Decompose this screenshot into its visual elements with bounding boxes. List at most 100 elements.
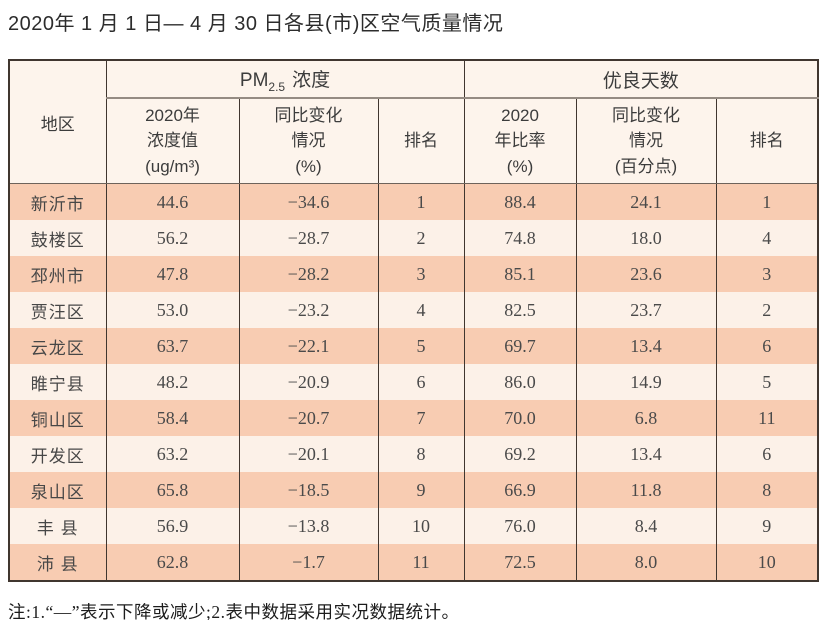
pm-value-cell: 58.4 (105, 400, 240, 436)
rate-change-header-line3: (百分点) (614, 156, 678, 176)
table-row: 鼓楼区 56.2 −28.7 2 74.8 18.0 4 (8, 220, 819, 256)
pm-change-cell: −20.7 (238, 400, 379, 436)
rate-change-cell: 14.9 (575, 364, 717, 400)
pm-change-cell: −18.5 (238, 472, 379, 508)
table-row: 丰 县 56.9 −13.8 10 76.0 8.4 9 (8, 508, 819, 544)
table-row: 铜山区 58.4 −20.7 7 70.0 6.8 11 (8, 400, 819, 436)
pm-value-header-line2: 浓度值 (147, 131, 198, 151)
pm-change-cell: −28.2 (238, 256, 379, 292)
pm-value-cell: 65.8 (105, 472, 240, 508)
rate-change-cell: 11.8 (575, 472, 717, 508)
rate-rank-cell: 9 (715, 508, 819, 544)
pm25-suffix-label: 浓度 (292, 69, 331, 91)
rate-rank-column-header: 排名 (715, 98, 819, 184)
pm-change-header-line2: 情况 (291, 131, 326, 151)
rate-cell: 69.7 (463, 328, 577, 364)
pm-value-header-line1: 2020年 (145, 105, 200, 125)
rate-cell: 70.0 (463, 400, 577, 436)
pm-change-header-line1: 同比变化 (274, 105, 343, 125)
region-column-header: 地区 (8, 60, 107, 184)
table-row: 贾汪区 53.0 −23.2 4 82.5 23.7 2 (8, 292, 819, 328)
pm-change-column-header: 同比变化 情况 (%) (238, 98, 379, 184)
table-row: 沛 县 62.8 −1.7 11 72.5 8.0 10 (8, 544, 819, 581)
table-row: 云龙区 63.7 −22.1 5 69.7 13.4 6 (8, 328, 819, 364)
pm25-section-header: PM2.5 浓度 (105, 60, 465, 99)
rate-cell: 86.0 (463, 364, 577, 400)
table-row: 开发区 63.2 −20.1 8 69.2 13.4 6 (8, 436, 819, 472)
region-cell: 泉山区 (8, 472, 107, 508)
rate-change-cell: 8.0 (575, 544, 717, 581)
pm-change-cell: −20.1 (238, 436, 379, 472)
region-cell: 新沂市 (8, 183, 107, 220)
rate-rank-cell: 1 (715, 183, 819, 220)
pm25-subscript: 2.5 (268, 79, 286, 94)
table-row: 睢宁县 48.2 −20.9 6 86.0 14.9 5 (8, 364, 819, 400)
pm-value-cell: 47.8 (105, 256, 240, 292)
rate-rank-cell: 8 (715, 472, 819, 508)
rate-column-header: 2020 年比率 (%) (463, 98, 577, 184)
rate-cell: 66.9 (463, 472, 577, 508)
pm-value-cell: 53.0 (105, 292, 240, 328)
rate-cell: 69.2 (463, 436, 577, 472)
pm-rank-column-header: 排名 (377, 98, 465, 184)
footnote: 注:1.“—”表示下降或减少;2.表中数据采用实况数据统计。 (8, 602, 460, 620)
rate-rank-cell: 4 (715, 220, 819, 256)
rate-change-cell: 13.4 (575, 328, 717, 364)
pm-change-cell: −22.1 (238, 328, 379, 364)
table-row: 新沂市 44.6 −34.6 1 88.4 24.1 1 (8, 183, 819, 220)
rate-change-cell: 24.1 (575, 183, 717, 220)
pm-change-cell: −20.9 (238, 364, 379, 400)
rate-cell: 82.5 (463, 292, 577, 328)
pm-rank-cell: 7 (377, 400, 465, 436)
rate-cell: 72.5 (463, 544, 577, 581)
table-body: 新沂市 44.6 −34.6 1 88.4 24.1 1 鼓楼区 56.2 −2… (8, 183, 819, 581)
pm-value-cell: 63.2 (105, 436, 240, 472)
rate-change-header-line2: 情况 (629, 131, 664, 151)
pm-rank-cell: 8 (377, 436, 465, 472)
rate-change-cell: 13.4 (575, 436, 717, 472)
pm-rank-cell: 2 (377, 220, 465, 256)
pm-value-cell: 62.8 (105, 544, 240, 581)
pm-value-cell: 63.7 (105, 328, 240, 364)
pm-change-cell: −28.7 (238, 220, 379, 256)
region-cell: 鼓楼区 (8, 220, 107, 256)
rate-header-line2: 年比率 (494, 131, 546, 151)
pm-value-cell: 48.2 (105, 364, 240, 400)
rate-rank-cell: 2 (715, 292, 819, 328)
pm-rank-cell: 10 (377, 508, 465, 544)
pm-value-header-line3: (ug/m³) (145, 156, 200, 176)
rate-rank-cell: 10 (715, 544, 819, 581)
pm-value-cell: 44.6 (105, 183, 240, 220)
pm-value-cell: 56.9 (105, 508, 240, 544)
pm-value-column-header: 2020年 浓度值 (ug/m³) (105, 98, 240, 184)
rate-cell: 76.0 (463, 508, 577, 544)
rate-cell: 88.4 (463, 183, 577, 220)
region-cell: 沛 县 (8, 544, 107, 581)
rate-change-cell: 8.4 (575, 508, 717, 544)
table-header: 地区 PM2.5 浓度 优良天数 2020年 浓度值 (ug/m³) 同比变化 情… (8, 60, 819, 184)
rate-change-column-header: 同比变化 情况 (百分点) (575, 98, 717, 184)
pm-change-cell: −13.8 (238, 508, 379, 544)
region-cell: 邳州市 (8, 256, 107, 292)
rate-rank-cell: 6 (715, 436, 819, 472)
table-row: 泉山区 65.8 −18.5 9 66.9 11.8 8 (8, 472, 819, 508)
rate-cell: 85.1 (463, 256, 577, 292)
header-columns-row: 2020年 浓度值 (ug/m³) 同比变化 情况 (%) 排名 2020 年比… (9, 98, 819, 184)
region-cell: 睢宁县 (8, 364, 107, 400)
rate-header-line3: (%) (506, 156, 534, 176)
region-cell: 云龙区 (8, 328, 107, 364)
region-cell: 开发区 (8, 436, 107, 472)
pm-change-cell: −34.6 (238, 183, 379, 220)
header-section-row: 地区 PM2.5 浓度 优良天数 (8, 60, 819, 184)
rate-rank-cell: 6 (715, 328, 819, 364)
region-cell: 铜山区 (8, 400, 107, 436)
good-days-section-header: 优良天数 (463, 60, 819, 99)
rate-change-cell: 23.6 (575, 256, 717, 292)
pm-change-cell: −1.7 (238, 544, 379, 581)
rate-change-cell: 18.0 (575, 220, 717, 256)
rate-rank-cell: 5 (715, 364, 819, 400)
region-cell: 贾汪区 (8, 292, 107, 328)
rate-change-header-line1: 同比变化 (612, 105, 681, 125)
rate-change-cell: 6.8 (575, 400, 717, 436)
